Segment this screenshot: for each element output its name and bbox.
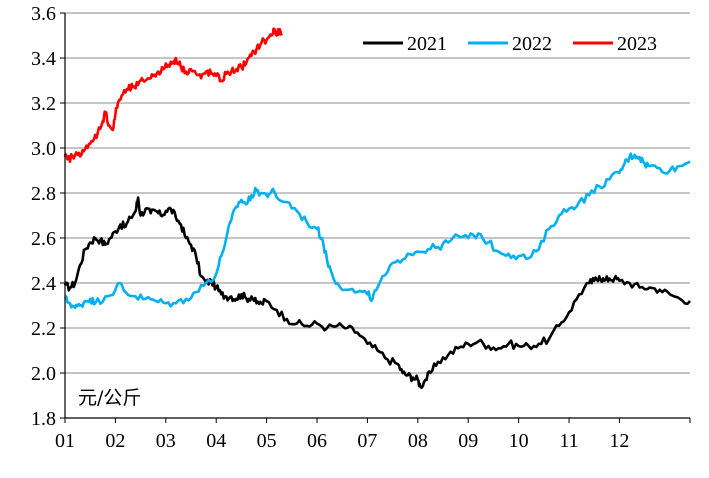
y-tick-label: 2.2 bbox=[31, 318, 56, 340]
x-tick-label: 03 bbox=[156, 430, 176, 452]
x-axis-tick-labels: 01 02 03 04 05 06 07 08 09 10 11 12 bbox=[55, 430, 629, 452]
legend-label-2022: 2022 bbox=[512, 33, 552, 55]
x-tick-label: 02 bbox=[105, 430, 125, 452]
x-tick-label: 09 bbox=[458, 430, 478, 452]
x-tick-label: 12 bbox=[609, 430, 629, 452]
y-tick-label: 3.6 bbox=[31, 3, 56, 25]
y-axis-tick-labels: 1.8 2.0 2.2 2.4 2.6 2.8 3.0 3.2 3.4 3.6 bbox=[31, 3, 56, 430]
x-tick-label: 01 bbox=[55, 430, 75, 452]
y-tick-label: 2.8 bbox=[31, 183, 56, 205]
x-tick-label: 06 bbox=[307, 430, 327, 452]
unit-label: 元/公斤 bbox=[78, 387, 141, 409]
x-tick-label: 10 bbox=[509, 430, 529, 452]
y-tick-label: 2.0 bbox=[31, 363, 56, 385]
y-tick-label: 2.6 bbox=[31, 228, 56, 250]
x-tick-label: 04 bbox=[206, 430, 226, 452]
legend-label-2021: 2021 bbox=[407, 33, 447, 55]
series-line-2023 bbox=[63, 27, 283, 163]
y-tick-label: 3.0 bbox=[31, 138, 56, 160]
y-tick-label: 1.8 bbox=[31, 408, 56, 430]
gridlines bbox=[65, 12, 690, 374]
y-tick-label: 3.4 bbox=[31, 48, 56, 70]
y-tick-label: 3.2 bbox=[31, 93, 56, 115]
x-tick-label: 08 bbox=[408, 430, 428, 452]
legend: 2021 2022 2023 bbox=[363, 33, 657, 55]
x-tick-label: 05 bbox=[257, 430, 277, 452]
series-line-2022 bbox=[63, 152, 691, 310]
legend-label-2023: 2023 bbox=[617, 33, 657, 55]
x-tick-label: 07 bbox=[357, 430, 377, 452]
y-tick-label: 2.4 bbox=[31, 273, 56, 295]
axes bbox=[60, 12, 691, 423]
series-lines bbox=[63, 27, 691, 390]
series-line-2021 bbox=[63, 196, 691, 390]
x-tick-label: 11 bbox=[559, 430, 578, 452]
